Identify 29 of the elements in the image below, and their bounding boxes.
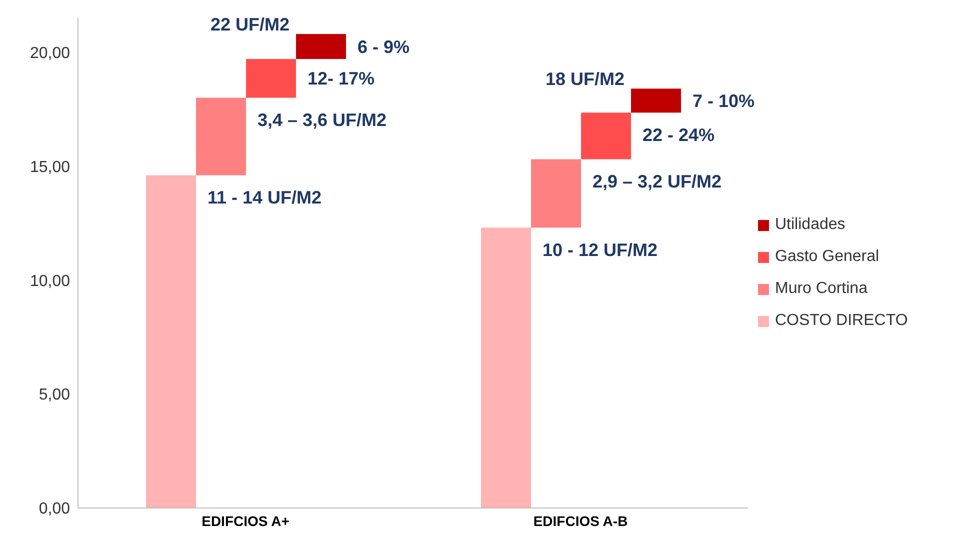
annotation: 3,4 – 3,6 UF/M2: [258, 110, 387, 130]
y-tick-label: 0,00: [38, 500, 70, 518]
annotation: 22 - 24%: [642, 124, 715, 145]
annotation: 10 - 12 UF/M2: [542, 240, 658, 260]
x-tick-label: EDIFCIOS A-B: [533, 512, 628, 529]
bar: [146, 175, 196, 508]
bar: [531, 159, 581, 228]
bar: [631, 88, 681, 113]
y-tick-label: 20,00: [30, 44, 70, 62]
legend-label: Muro Cortina: [775, 280, 868, 298]
bar: [296, 34, 346, 60]
y-tick-label: 10,00: [30, 272, 70, 290]
y-tick-label: 5,00: [38, 386, 70, 404]
y-tick-label: 15,00: [30, 158, 70, 176]
annotation: 11 - 14 UF/M2: [208, 188, 322, 208]
annotation: 7 - 10%: [692, 90, 755, 111]
legend-label: Utilidades: [775, 216, 846, 234]
legend-label: COSTO DIRECTO: [775, 312, 908, 330]
bar: [246, 59, 296, 98]
legend-label: Gasto General: [775, 248, 880, 266]
annotation: 6 - 9%: [358, 36, 410, 57]
annotation: 22 UF/M2: [210, 14, 290, 34]
bar: [196, 98, 246, 176]
bar: [481, 228, 531, 508]
bar: [581, 112, 631, 160]
x-tick-label: EDIFCIOS A+: [202, 512, 290, 529]
annotation: 2,9 – 3,2 UF/M2: [592, 172, 722, 192]
annotation: 18 UF/M2: [545, 68, 624, 89]
annotation: 12- 17%: [308, 68, 375, 89]
